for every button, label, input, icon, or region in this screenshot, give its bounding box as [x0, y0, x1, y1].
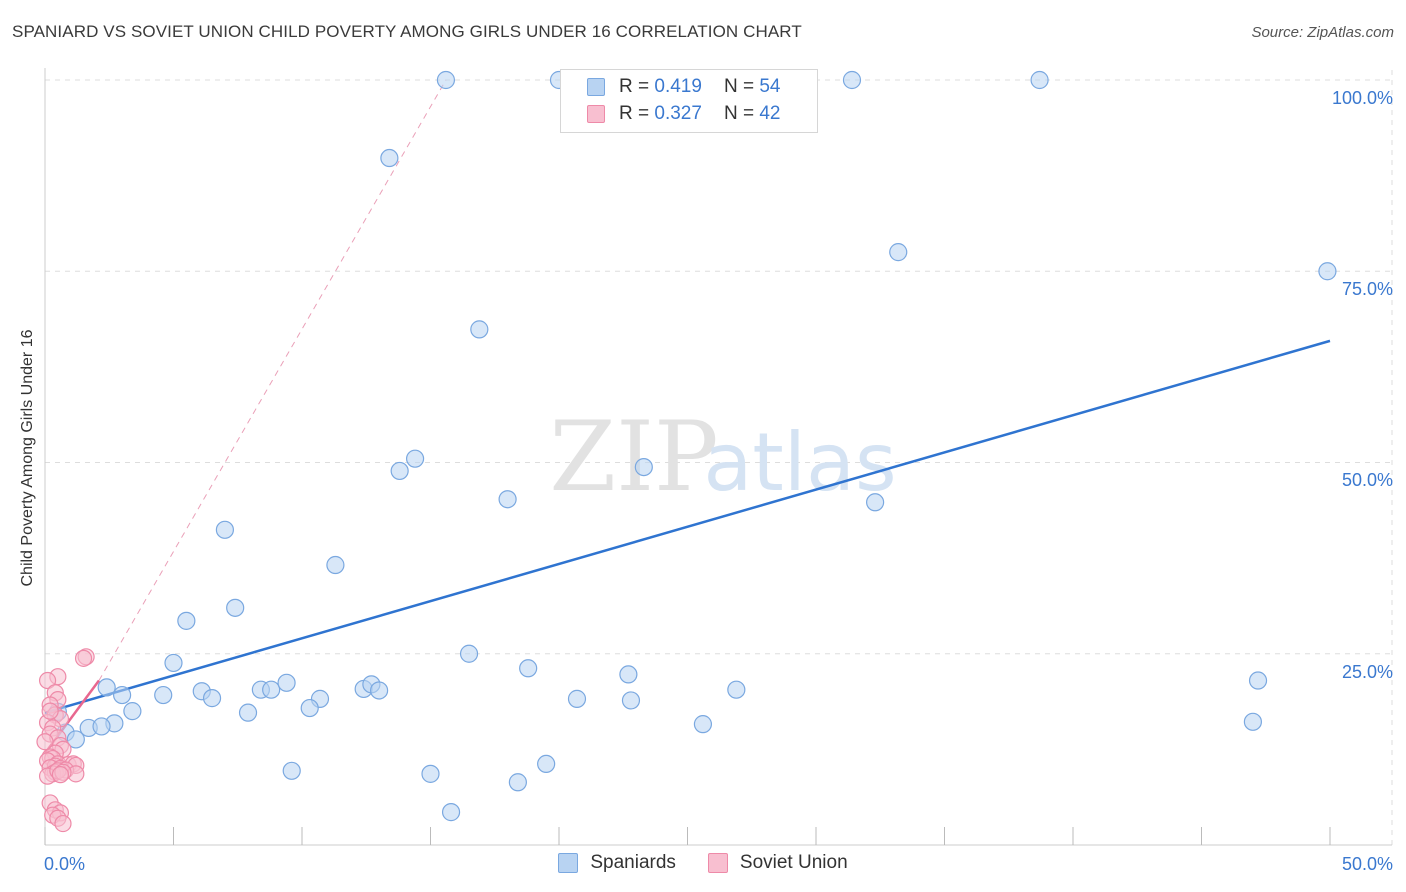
point-spaniards [537, 754, 556, 774]
trend-line-spaniards [44, 339, 1331, 714]
point-spaniards [282, 761, 301, 780]
point-spaniards [889, 243, 908, 262]
point-spaniards [621, 691, 641, 710]
point-spaniards [508, 773, 527, 792]
legend-swatch-spaniards [587, 78, 605, 96]
point-spaniards [66, 730, 85, 749]
y-tick-label: 25.0% [1342, 662, 1393, 682]
point-spaniards [567, 689, 587, 708]
point-spaniards [421, 764, 440, 783]
point-spaniards [470, 320, 489, 339]
legend-label-soviet-union: Soviet Union [739, 852, 848, 873]
series-legend: Spaniards Soviet Union [0, 852, 1406, 874]
watermark: ZIP atlas [549, 401, 896, 513]
legend-n-label: N = [723, 76, 755, 97]
point-spaniards [92, 717, 111, 736]
point-spaniards [1030, 70, 1049, 90]
point-spaniards [380, 148, 399, 168]
legend-swatch-spaniards [558, 853, 579, 873]
point-spaniards [164, 653, 183, 673]
point-spaniards [123, 702, 142, 721]
point-spaniards [1243, 712, 1263, 731]
point-spaniards [441, 803, 461, 822]
legend-item-soviet-union[interactable]: Soviet Union [707, 852, 848, 874]
point-spaniards [262, 680, 281, 699]
point-spaniards [693, 715, 713, 734]
point-spaniards [238, 703, 258, 722]
legend-r-value: 0.327 [654, 103, 702, 124]
legend-r-label: R = [619, 103, 650, 124]
point-soviet-union [41, 702, 59, 720]
point-spaniards [177, 611, 196, 630]
point-spaniards [154, 685, 173, 705]
tick-labels: 25.0% 50.0% 75.0% 100.0% 0.0% 50.0% [44, 88, 1393, 874]
y-tick-label: 75.0% [1342, 279, 1393, 299]
legend-label-spaniards: Spaniards [590, 852, 676, 873]
point-spaniards [459, 644, 479, 663]
point-spaniards [390, 461, 409, 481]
point-spaniards [634, 457, 653, 477]
point-spaniards [300, 698, 319, 718]
point-spaniards [202, 689, 222, 708]
grid-lines [45, 70, 1393, 845]
legend-r-label: R = [619, 76, 650, 97]
x-tick-label: 0.0% [44, 854, 85, 874]
x-tick-label: 50.0% [1342, 854, 1393, 874]
point-soviet-union [74, 649, 93, 667]
point-spaniards [519, 659, 538, 678]
legend-n-label: N = [723, 103, 755, 124]
legend-row-spaniards: R = 0.419 N = 54 [561, 74, 780, 100]
y-tick-label: 50.0% [1342, 470, 1393, 490]
point-spaniards [866, 493, 885, 512]
y-tick-label: 100.0% [1332, 88, 1393, 108]
stats-legend: R = 0.419 N = 54 R = 0.327 N = 42 [560, 69, 818, 133]
data-points [36, 70, 1337, 833]
point-spaniards [727, 680, 746, 699]
point-spaniards [112, 685, 132, 705]
point-spaniards [436, 70, 456, 90]
legend-row-soviet-union: R = 0.327 N = 42 [561, 101, 780, 127]
chart-title: SPANIARD VS SOVIET UNION CHILD POVERTY A… [12, 22, 802, 41]
legend-r-value: 0.419 [654, 76, 702, 97]
point-spaniards [277, 673, 296, 692]
point-spaniards [1248, 671, 1268, 690]
point-soviet-union [38, 671, 57, 690]
point-spaniards [842, 70, 862, 90]
legend-item-spaniards[interactable]: Spaniards [558, 852, 676, 874]
point-spaniards [619, 665, 638, 684]
point-soviet-union [51, 766, 70, 784]
point-spaniards [226, 598, 245, 617]
watermark-zip: ZIP [549, 401, 718, 513]
point-spaniards [215, 520, 234, 539]
source-label: Source: ZipAtlas.com [1251, 24, 1394, 41]
legend-swatch-soviet-union [707, 853, 728, 873]
point-soviet-union [54, 814, 72, 833]
trend-line-soviet-union-extended [98, 79, 447, 681]
point-spaniards [370, 681, 389, 700]
point-spaniards [498, 490, 517, 509]
legend-swatch-soviet-union [587, 105, 605, 123]
point-spaniards [97, 678, 116, 697]
point-spaniards [1318, 262, 1337, 281]
legend-n-value: 42 [759, 103, 781, 124]
point-spaniards [405, 449, 425, 468]
legend-n-value: 54 [759, 76, 781, 97]
point-spaniards [326, 555, 345, 575]
